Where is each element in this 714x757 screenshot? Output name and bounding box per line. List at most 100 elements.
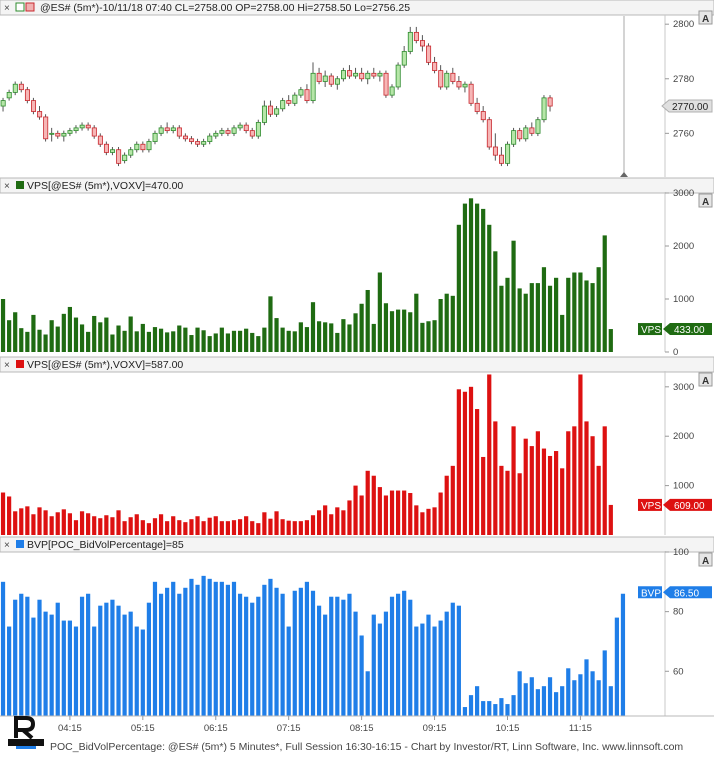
bar bbox=[450, 295, 455, 352]
candle bbox=[377, 72, 383, 77]
candle bbox=[18, 83, 24, 91]
candle bbox=[462, 83, 468, 88]
candle bbox=[359, 72, 365, 80]
candle bbox=[43, 116, 49, 140]
bar bbox=[244, 516, 249, 535]
candle bbox=[170, 127, 176, 132]
bar bbox=[395, 309, 401, 352]
bar bbox=[432, 320, 437, 352]
candle bbox=[535, 119, 541, 134]
bar bbox=[13, 312, 18, 352]
bar bbox=[517, 288, 522, 352]
bar bbox=[560, 686, 565, 716]
bar bbox=[408, 599, 413, 716]
bar bbox=[146, 331, 152, 352]
bar bbox=[608, 329, 613, 352]
bar bbox=[535, 431, 540, 535]
bar bbox=[171, 581, 176, 716]
bar bbox=[341, 599, 346, 716]
bar bbox=[189, 335, 194, 352]
candle bbox=[292, 94, 298, 104]
bar bbox=[195, 584, 200, 716]
bar bbox=[511, 695, 516, 716]
bar bbox=[73, 626, 79, 716]
bar bbox=[541, 686, 547, 716]
bar bbox=[250, 332, 255, 352]
bar bbox=[408, 493, 413, 535]
bar bbox=[201, 330, 206, 352]
candle bbox=[347, 70, 353, 77]
y-tick-label: 2760 bbox=[673, 128, 694, 139]
legend-swatch bbox=[16, 360, 24, 368]
bar bbox=[420, 322, 425, 352]
bar bbox=[274, 318, 279, 352]
candle bbox=[195, 141, 201, 145]
bar bbox=[529, 446, 534, 535]
bar bbox=[292, 521, 297, 535]
bar bbox=[79, 511, 85, 535]
bar bbox=[432, 626, 437, 716]
candle bbox=[492, 146, 498, 156]
y-tick-label: 2800 bbox=[673, 19, 694, 30]
bar bbox=[554, 692, 559, 716]
bar bbox=[201, 575, 206, 716]
bar bbox=[110, 334, 115, 352]
bar bbox=[152, 518, 158, 535]
x-tick-label: 08:15 bbox=[350, 723, 374, 734]
candle bbox=[383, 72, 389, 96]
bar bbox=[365, 470, 370, 535]
candle bbox=[395, 64, 401, 88]
candle bbox=[116, 149, 122, 164]
candle bbox=[547, 97, 553, 107]
candle bbox=[304, 89, 310, 101]
bar bbox=[262, 584, 267, 716]
candle bbox=[340, 70, 346, 80]
bar bbox=[572, 680, 577, 716]
series-tag-label: BVP bbox=[641, 588, 661, 599]
bar bbox=[456, 224, 461, 352]
candle bbox=[85, 124, 91, 129]
candle bbox=[24, 89, 30, 101]
bar bbox=[377, 487, 382, 535]
bar bbox=[292, 331, 297, 352]
bar bbox=[7, 626, 12, 716]
candle bbox=[231, 127, 237, 134]
bar bbox=[359, 303, 364, 352]
candle bbox=[286, 100, 292, 104]
bar bbox=[535, 283, 540, 352]
bar bbox=[225, 333, 231, 352]
bar bbox=[377, 272, 382, 352]
bar bbox=[462, 203, 468, 352]
bar bbox=[517, 671, 522, 716]
bar bbox=[13, 599, 18, 716]
bar bbox=[98, 518, 103, 535]
bar bbox=[61, 620, 66, 716]
bar bbox=[560, 468, 565, 535]
bar bbox=[0, 299, 6, 352]
bar bbox=[195, 327, 200, 352]
candle bbox=[110, 149, 116, 153]
bar bbox=[304, 520, 310, 535]
candle bbox=[401, 51, 407, 66]
bar bbox=[608, 504, 613, 535]
candle bbox=[541, 97, 547, 121]
candle bbox=[164, 127, 170, 132]
pane-header bbox=[0, 536, 714, 553]
x-tick-label: 06:15 bbox=[204, 723, 228, 734]
bar bbox=[110, 599, 115, 716]
bar bbox=[426, 321, 431, 352]
candle bbox=[0, 100, 6, 107]
bar bbox=[183, 327, 188, 352]
bar bbox=[505, 277, 510, 352]
bar bbox=[19, 593, 24, 716]
bar bbox=[73, 520, 79, 535]
pane-header bbox=[0, 177, 714, 194]
bar bbox=[523, 438, 528, 535]
candle bbox=[450, 72, 456, 82]
bar bbox=[213, 516, 218, 535]
bar bbox=[7, 320, 12, 352]
close-icon: × bbox=[4, 3, 10, 14]
bar bbox=[578, 374, 583, 535]
bar bbox=[389, 311, 395, 352]
bar bbox=[602, 426, 607, 535]
